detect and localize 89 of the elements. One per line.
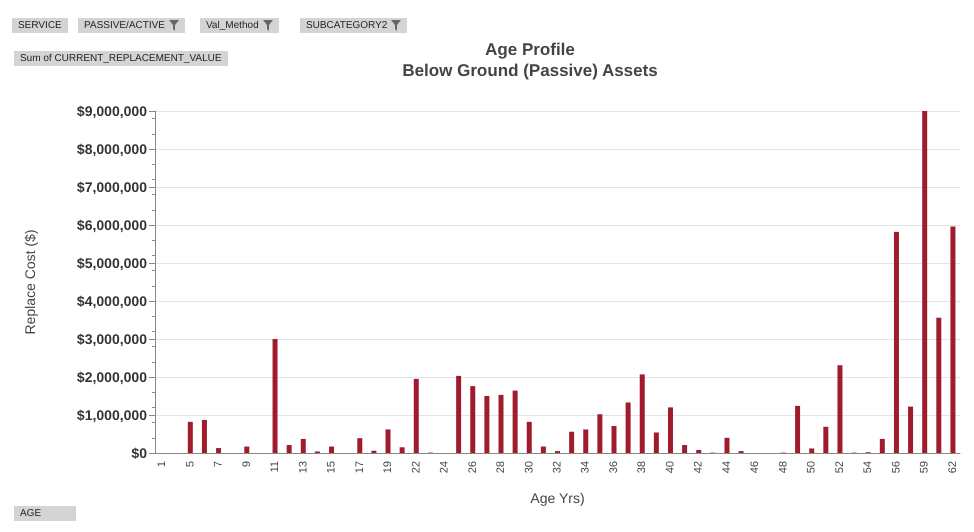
x-tick-label: 22: [410, 461, 422, 474]
bar: [668, 407, 673, 453]
bar: [526, 422, 532, 453]
bar: [936, 318, 942, 453]
bar: [400, 447, 405, 453]
x-tick-label: 15: [326, 461, 338, 474]
x-tick-label: 46: [749, 461, 762, 474]
x-tick-label: 36: [608, 461, 620, 474]
x-axis-title: Age Yrs): [530, 490, 585, 506]
bar: [244, 446, 250, 453]
bar: [640, 374, 645, 453]
bar: [837, 365, 842, 453]
bar: [950, 226, 956, 453]
x-tick-label: 24: [438, 461, 451, 474]
field-button: SUBCATEGORY2: [300, 18, 408, 33]
bar: [908, 406, 914, 453]
bar: [357, 438, 362, 453]
x-tick-label: 54: [862, 461, 874, 474]
bar: [583, 429, 588, 453]
field-button: AGE: [14, 506, 76, 521]
bar: [300, 438, 306, 453]
y-axis-title: Replace Cost ($): [22, 229, 38, 335]
bar: [286, 445, 292, 453]
bar: [682, 445, 688, 453]
x-tick-label: 59: [918, 461, 931, 474]
x-tick-label: 13: [297, 461, 310, 474]
x-tick-label: 40: [664, 461, 676, 474]
y-tick-label: $5,000,000: [76, 255, 148, 271]
field-button: Sum of CURRENT_REPLACEMENT_VALUE: [14, 51, 228, 66]
bar: [696, 450, 702, 453]
x-tick-label: 52: [834, 461, 846, 474]
y-tick-label: $6,000,000: [76, 217, 148, 233]
bar: [795, 406, 800, 453]
y-tick-label: $1,000,000: [76, 407, 148, 423]
bar: [626, 402, 631, 453]
y-tick-label: $9,000,000: [76, 103, 148, 119]
x-tick-label: 56: [890, 461, 902, 474]
bar: [498, 394, 504, 453]
x-tick-label: 44: [720, 461, 733, 474]
field-button: Val_Method: [200, 18, 279, 33]
x-tick-label: 48: [777, 461, 790, 474]
x-tick-label: 38: [636, 461, 648, 474]
bar: [188, 422, 193, 453]
y-tick-label: $8,000,000: [76, 141, 148, 157]
bar: [611, 426, 616, 453]
x-tick-label: 28: [495, 461, 508, 474]
bar: [484, 396, 490, 453]
x-tick-label: 42: [692, 461, 705, 474]
bar: [654, 432, 659, 453]
chart-title: Age Profile: [485, 40, 575, 59]
x-tick-label: 19: [382, 461, 394, 474]
y-tick-label: $2,000,000: [76, 369, 148, 385]
x-tick-label: 50: [806, 461, 818, 474]
bar: [922, 111, 928, 453]
x-tick-label: 11: [269, 461, 282, 472]
bar: [470, 386, 476, 453]
bar: [216, 448, 222, 453]
bar: [597, 414, 602, 453]
bar: [540, 446, 546, 453]
y-tick-label: $0: [131, 445, 148, 461]
x-tick-label: 34: [580, 461, 592, 474]
bar: [809, 448, 814, 453]
x-tick-label: 30: [523, 461, 536, 474]
field-button: SERVICE: [12, 18, 68, 33]
bar: [202, 420, 207, 453]
bar: [724, 438, 730, 453]
bar: [569, 432, 574, 453]
bar: [456, 376, 462, 453]
x-tick-label: 17: [354, 461, 366, 474]
chart-subtitle: Below Ground (Passive) Assets: [402, 61, 658, 80]
y-tick-label: $4,000,000: [76, 293, 148, 309]
x-tick-label: 26: [466, 461, 479, 474]
y-tick-label: $3,000,000: [76, 331, 148, 347]
x-tick-label: 5: [184, 461, 196, 468]
bar: [512, 390, 518, 453]
x-tick-label: 32: [552, 461, 564, 474]
bar: [894, 232, 899, 453]
bar: [880, 438, 885, 453]
bar: [823, 426, 828, 453]
x-tick-label: 9: [240, 461, 253, 468]
field-button: PASSIVE/ACTIVE: [78, 18, 185, 33]
x-tick-label: 1: [156, 461, 168, 468]
x-tick-label: 62: [946, 461, 959, 474]
y-tick-label: $7,000,000: [76, 179, 148, 195]
bar: [414, 378, 419, 453]
bar: [329, 446, 334, 453]
bar: [386, 429, 391, 453]
bar: [272, 339, 278, 453]
x-tick-label: 7: [212, 461, 225, 468]
